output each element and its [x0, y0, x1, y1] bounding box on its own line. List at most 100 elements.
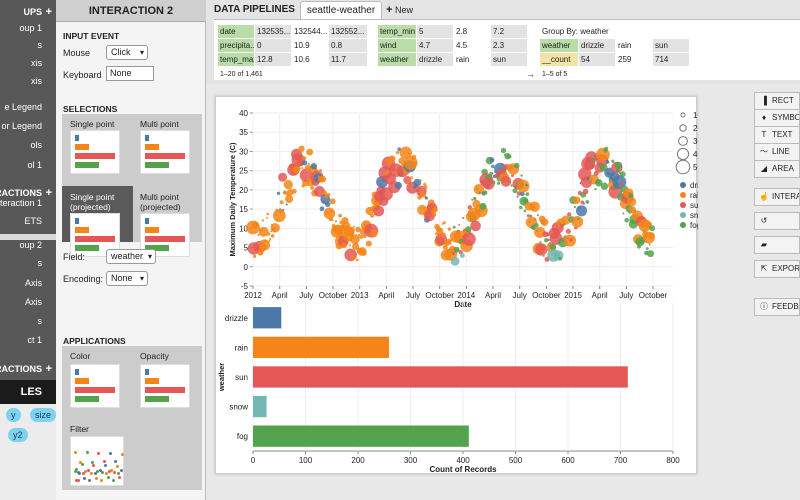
sidebar-item[interactable]: xis	[0, 71, 56, 91]
undo-button[interactable]: ↺	[754, 212, 800, 230]
scatter-point[interactable]	[478, 191, 481, 194]
scatter-point[interactable]	[276, 191, 281, 195]
scatter-point[interactable]	[483, 190, 488, 195]
scatter-point[interactable]	[519, 205, 523, 210]
scatter-point[interactable]	[419, 191, 427, 198]
scatter-point[interactable]	[442, 221, 446, 225]
scatter-point[interactable]	[285, 203, 288, 206]
scatter-point[interactable]	[583, 202, 585, 205]
scatter-point[interactable]	[266, 232, 271, 236]
scatter-point[interactable]	[500, 176, 512, 187]
scatter-point[interactable]	[323, 207, 336, 220]
scatter-point[interactable]	[261, 219, 264, 222]
scatter-point[interactable]	[422, 207, 425, 210]
scatter-point[interactable]	[394, 181, 402, 190]
scatter-point[interactable]	[520, 191, 525, 197]
scatter-point[interactable]	[370, 213, 375, 218]
scatter-point[interactable]	[255, 224, 259, 228]
bar-drizzle[interactable]	[253, 307, 282, 329]
scatter-point[interactable]	[257, 249, 264, 256]
scatter-point[interactable]	[355, 258, 359, 262]
add-group-icon[interactable]: +	[45, 6, 52, 18]
scatter-point[interactable]	[424, 196, 428, 200]
scatter-point[interactable]	[447, 227, 451, 231]
bar-sun[interactable]	[253, 366, 628, 388]
scatter-point[interactable]	[270, 223, 280, 233]
scatter-point[interactable]	[282, 208, 285, 211]
scatter-point[interactable]	[489, 157, 495, 163]
scatter-point[interactable]	[326, 192, 331, 197]
scatter-point[interactable]	[266, 216, 268, 219]
sidebar-item[interactable]: Axis	[0, 273, 56, 293]
scatter-point[interactable]	[594, 188, 597, 191]
scatter-point[interactable]	[329, 209, 333, 213]
scatter-point[interactable]	[534, 223, 539, 228]
scatter-point[interactable]	[263, 239, 267, 243]
scatter-point[interactable]	[523, 209, 527, 213]
sidebar-item[interactable]: ols	[0, 135, 56, 155]
scatter-point[interactable]	[513, 162, 520, 169]
scatter-point[interactable]	[355, 226, 361, 233]
scatter-point[interactable]	[462, 232, 476, 246]
scatter-point[interactable]	[510, 184, 513, 187]
scatter-point[interactable]	[512, 188, 518, 194]
field-pill-size[interactable]: size	[30, 408, 56, 422]
scatter-point[interactable]	[321, 190, 328, 196]
scatter-point[interactable]	[482, 177, 495, 190]
scatter-point[interactable]	[520, 174, 523, 177]
sidebar-item[interactable]: ol 1	[0, 155, 56, 175]
scatter-point[interactable]	[398, 157, 406, 165]
scatter-point[interactable]	[546, 232, 550, 237]
scatter-point[interactable]	[473, 184, 485, 195]
sidebar-item[interactable]: s	[0, 35, 56, 55]
scatter-point[interactable]	[301, 156, 307, 161]
scatter-point[interactable]	[539, 241, 542, 244]
scatter-point[interactable]	[270, 230, 273, 233]
scatter-point[interactable]	[532, 226, 536, 231]
scatter-point[interactable]	[258, 226, 269, 237]
keyboard-input[interactable]: None	[106, 66, 154, 81]
field-pill-y[interactable]: y	[6, 408, 21, 422]
scatter-point[interactable]	[301, 167, 304, 170]
scatter-point[interactable]	[507, 154, 512, 159]
scatter-point[interactable]	[408, 152, 411, 155]
sidebar-item[interactable]: oup 2	[0, 235, 56, 255]
new-pipeline-button[interactable]: + New	[386, 4, 413, 16]
scatter-point[interactable]	[278, 208, 284, 214]
scatter-point[interactable]	[307, 162, 310, 166]
scatter-point[interactable]	[458, 223, 461, 226]
add-interaction-icon[interactable]: +	[45, 187, 52, 199]
scatter-point[interactable]	[298, 152, 301, 155]
scatter-point[interactable]	[600, 182, 609, 190]
scatter-point[interactable]	[289, 188, 292, 191]
scatter-point[interactable]	[542, 255, 545, 257]
scatter-point[interactable]	[348, 244, 351, 247]
scatter-point[interactable]	[479, 202, 487, 210]
scatter-point[interactable]	[399, 146, 412, 159]
scatter-point[interactable]	[516, 195, 519, 198]
scatter-point[interactable]	[396, 151, 400, 155]
scatter-point[interactable]	[585, 200, 590, 204]
scatter-point[interactable]	[253, 254, 257, 258]
scatter-point[interactable]	[497, 181, 501, 185]
scatter-point[interactable]	[306, 148, 314, 156]
encoding-select[interactable]: None	[106, 271, 148, 286]
scatter-point[interactable]	[544, 238, 549, 243]
scatter-point[interactable]	[361, 250, 367, 256]
scatter-point[interactable]	[525, 192, 530, 196]
scatter-point[interactable]	[649, 225, 656, 232]
scatter-point[interactable]	[431, 201, 435, 205]
bar-snow[interactable]	[253, 395, 267, 418]
scatter-point[interactable]	[294, 165, 301, 172]
scatter-point[interactable]	[471, 198, 474, 201]
scatter-point[interactable]	[442, 244, 448, 250]
sidebar-item[interactable]: or Legend	[0, 116, 56, 136]
scatter-point[interactable]	[282, 190, 288, 195]
mark-line-button[interactable]: 〜 LINE	[754, 143, 800, 161]
sidebar-item[interactable]: ETS	[0, 211, 56, 231]
scatter-point[interactable]	[325, 201, 331, 207]
scatter-point[interactable]	[648, 243, 651, 246]
scatter-point[interactable]	[525, 183, 528, 187]
scatter-point[interactable]	[283, 180, 293, 190]
scatter-point[interactable]	[627, 197, 637, 207]
